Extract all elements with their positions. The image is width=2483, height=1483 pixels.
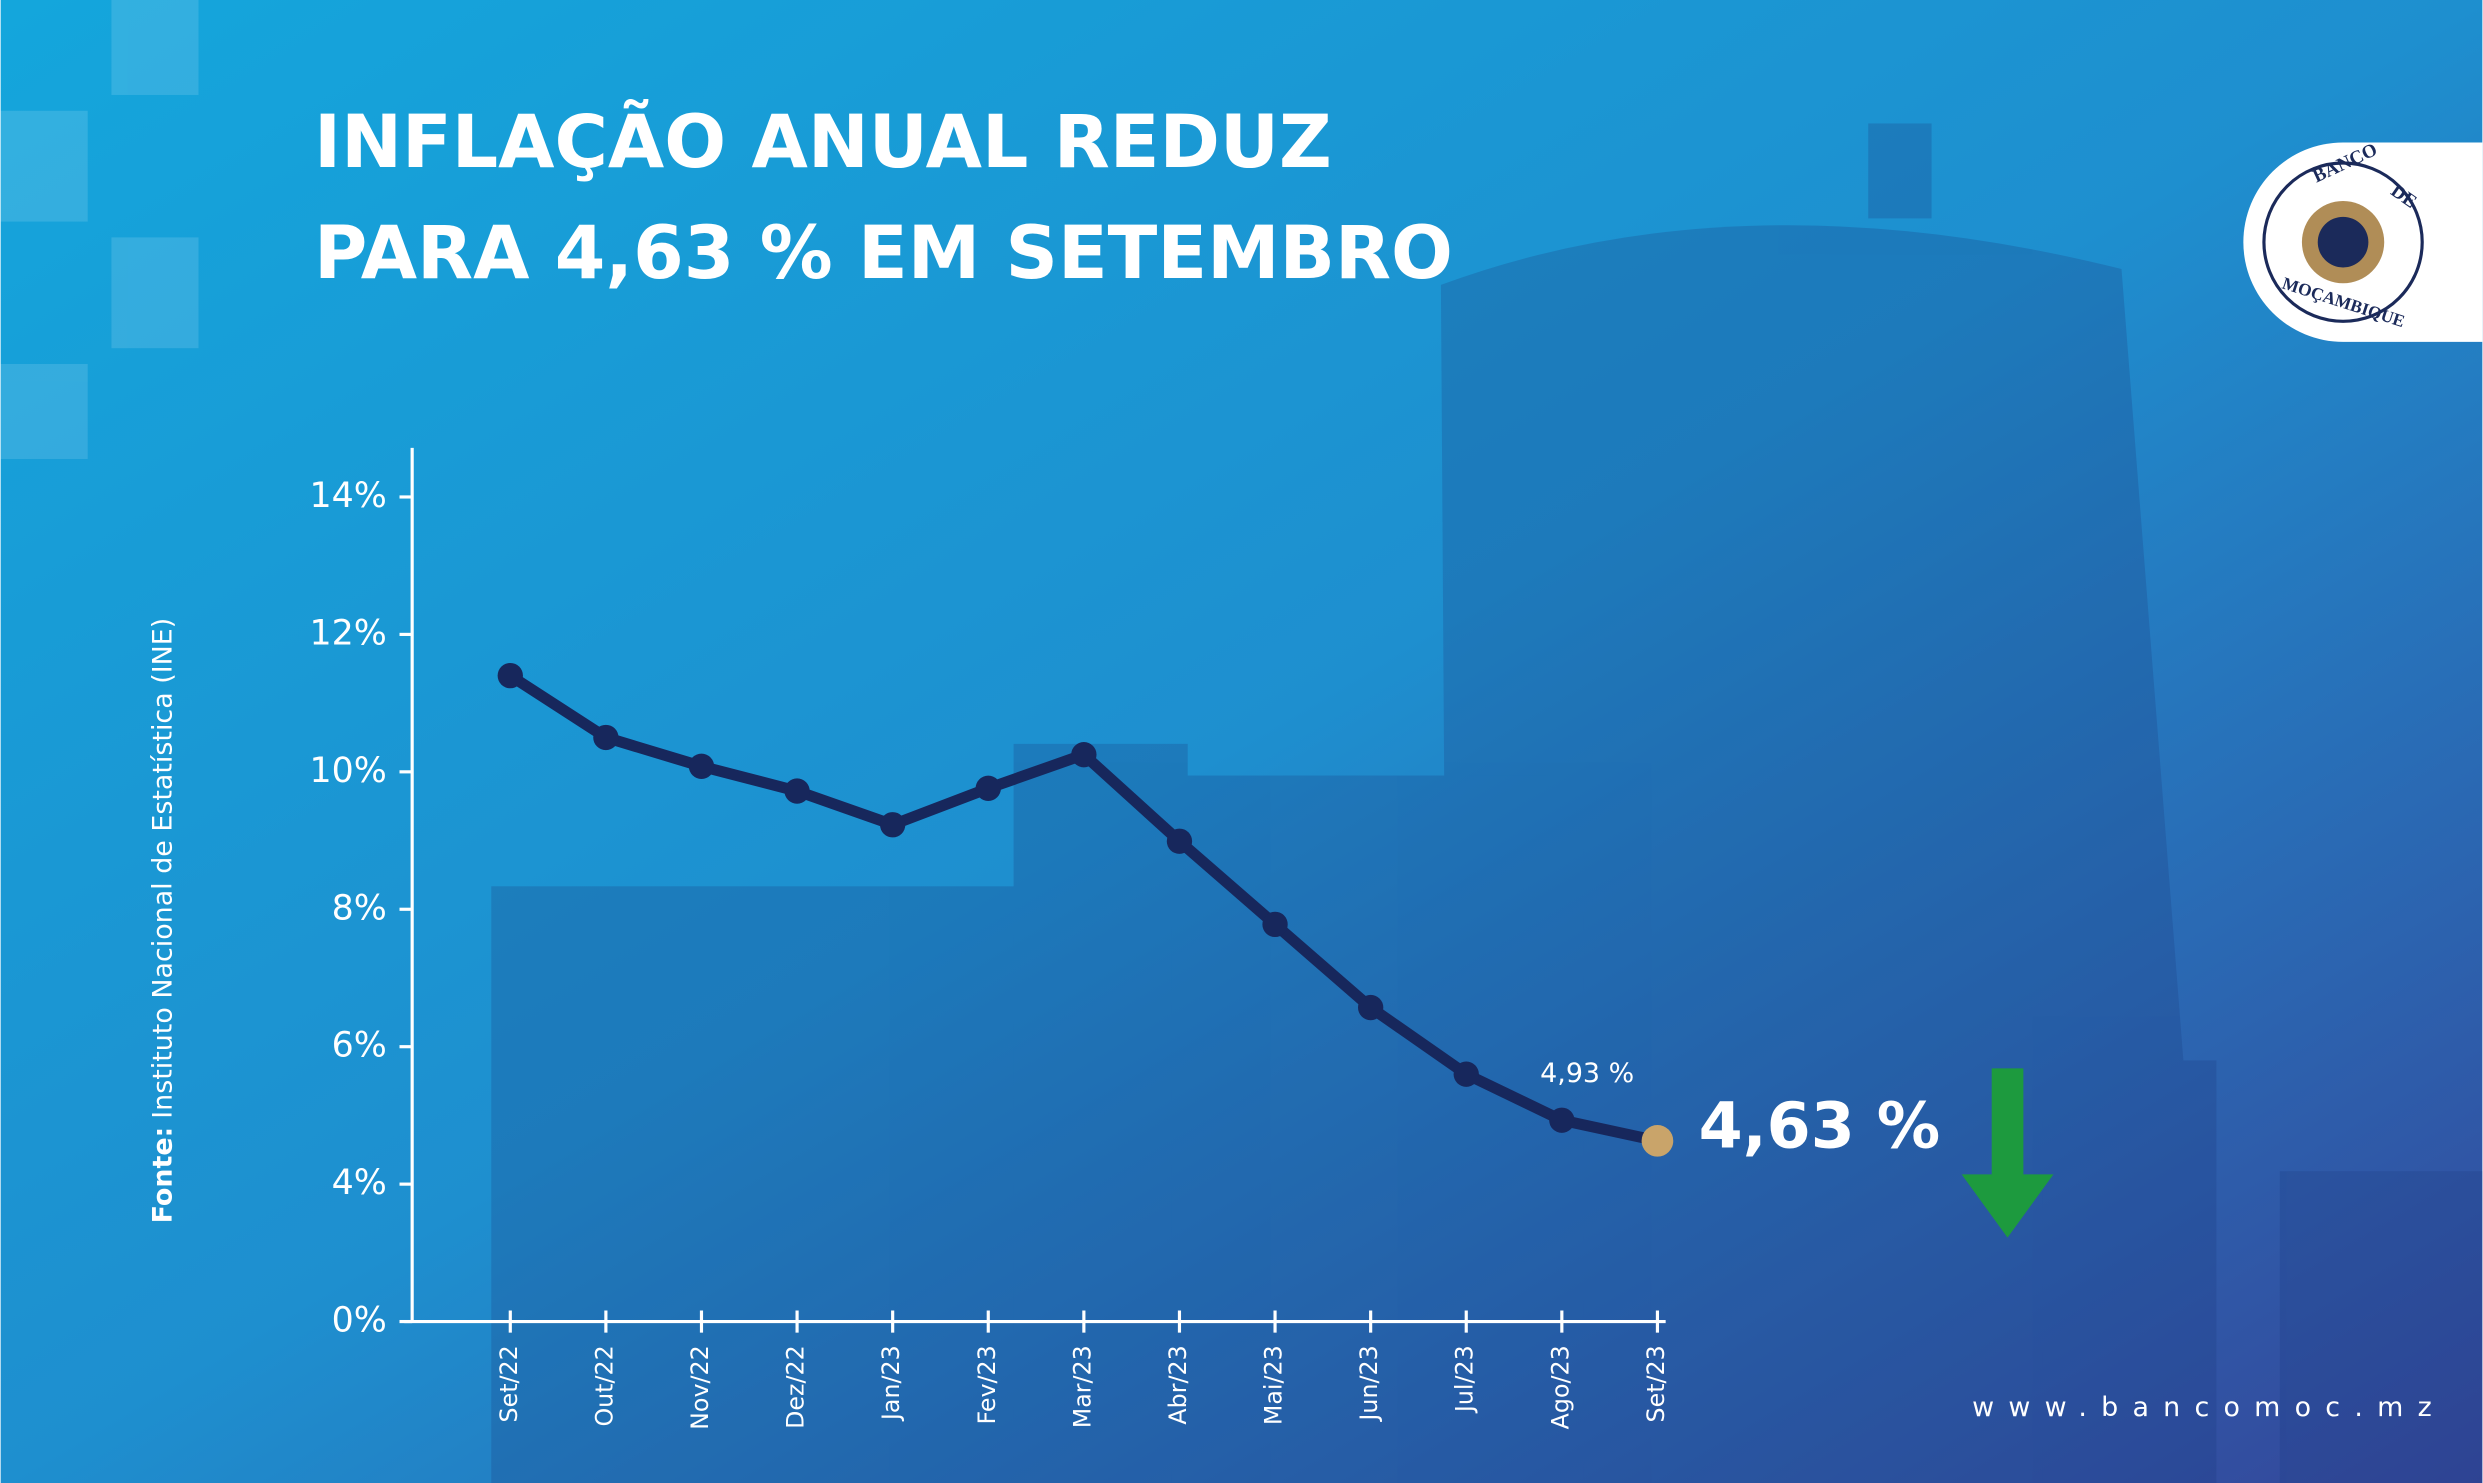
marker: [1166, 828, 1193, 854]
x-tick-label: Jun/23: [1355, 1345, 1383, 1422]
marker: [1453, 1061, 1479, 1087]
marker: [1641, 1125, 1674, 1157]
x-tick-label: Mar/23: [1068, 1345, 1096, 1428]
x-tick-label: Out/22: [590, 1345, 618, 1426]
y-tick-label: 10%: [309, 751, 386, 791]
source-label: Fonte:: [147, 1127, 178, 1224]
x-tick-label: Set/22: [495, 1345, 523, 1422]
marker: [497, 662, 523, 689]
marker: [1357, 994, 1384, 1021]
marker: [1071, 741, 1097, 768]
logo-emblem: [2317, 216, 2369, 268]
marker: [1549, 1107, 1575, 1133]
title: INFLAÇÃO ANUAL REDUZ: [314, 98, 1332, 185]
y-tick-label: 8%: [332, 888, 387, 928]
value-label: 4,63 %: [1699, 1088, 1941, 1162]
x-tick-label: Nov/22: [686, 1345, 714, 1430]
x-tick-label: Ago/23: [1546, 1345, 1574, 1429]
title: PARA 4,63 % EM SETEMBRO: [314, 211, 1453, 296]
y-tick-label: 12%: [309, 613, 386, 653]
marker: [975, 775, 1001, 801]
marker: [784, 778, 810, 804]
x-tick-label: Dez/22: [782, 1345, 810, 1429]
x-tick-label: Mai/23: [1260, 1345, 1288, 1425]
source: Fonte: Instituto Nacional de Estatística …: [147, 618, 178, 1224]
decor-squares: [0, 0, 199, 459]
source-text: Instituto Nacional de Estatística (INE): [147, 618, 178, 1119]
y-tick-label: 4%: [332, 1163, 387, 1203]
marker: [593, 724, 619, 751]
y-tick-label: 14%: [309, 476, 386, 516]
y-tick-label: 0%: [332, 1301, 387, 1341]
logo: BANCO DE MOÇAMBIQUE: [2243, 139, 2483, 342]
value-label: 4,93 %: [1540, 1058, 1634, 1089]
x-tick-label: Set/23: [1642, 1345, 1670, 1422]
x-tick-label: Fev/23: [973, 1345, 1001, 1424]
x-tick-label: Jul/23: [1451, 1345, 1479, 1414]
x-tick-label: Jan/23: [877, 1345, 905, 1422]
marker: [688, 753, 715, 779]
marker: [1262, 911, 1288, 938]
website: www.bancomoc.mz: [1972, 1392, 2446, 1423]
x-tick-label: Abr/23: [1164, 1345, 1192, 1424]
marker: [880, 812, 906, 838]
down-arrow: [1961, 1068, 2054, 1238]
y-tick-label: 6%: [332, 1026, 387, 1066]
